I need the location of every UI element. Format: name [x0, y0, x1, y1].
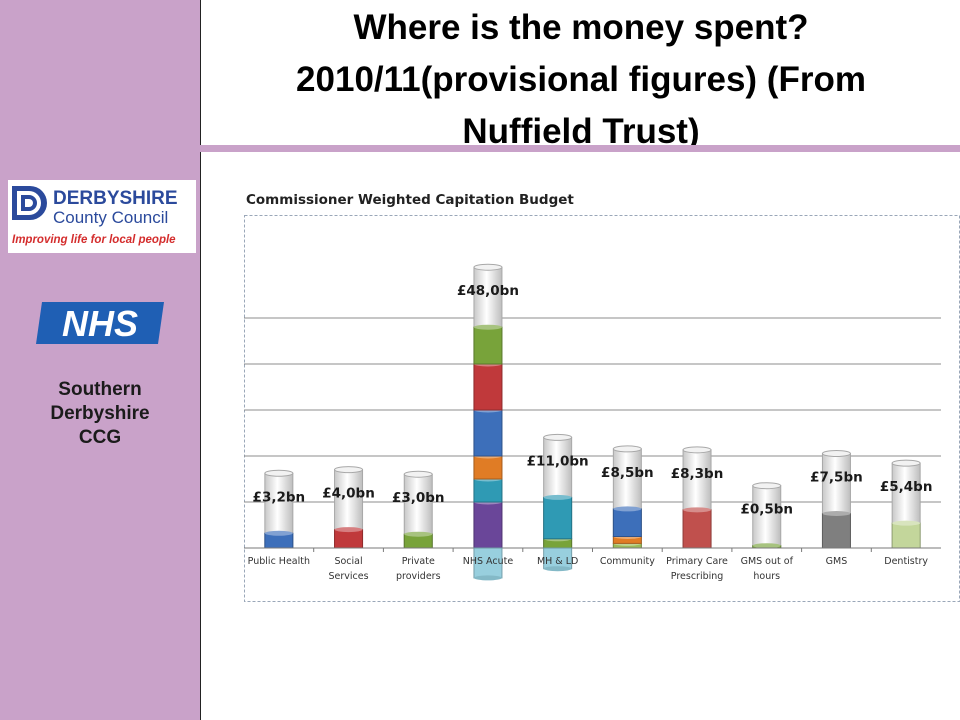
bar-segment-top	[683, 507, 712, 513]
bar-segment-top	[334, 527, 363, 533]
ccg-name-line: CCG	[78, 427, 122, 448]
x-tick-label: Prescribing	[671, 571, 724, 582]
bar-glass-top	[403, 470, 433, 478]
bar-segment-top	[404, 531, 433, 537]
x-tick-label: Services	[329, 571, 369, 582]
x-tick-label: Public Health	[248, 556, 310, 567]
slide-title-line: Where is the money spent?	[353, 8, 809, 47]
x-tick-label: NHS Acute	[463, 556, 514, 567]
x-tick-label: Community	[600, 556, 655, 567]
data-label: £8,5bn	[601, 465, 654, 481]
x-tick-label: providers	[396, 571, 441, 582]
bar-glass-cylinder	[752, 485, 782, 549]
bar-segment-top	[822, 511, 851, 516]
bar-segment	[473, 363, 503, 411]
bar-glass-top	[612, 445, 642, 453]
ccg-name-line: Derbyshire	[50, 403, 150, 424]
bar-glass-top	[682, 446, 712, 454]
nhs-logo-text: NHS	[62, 303, 138, 344]
chart-area: £3,2bn £4,0bn £3,0bn £48,0bn £11,0bn £8,5bn £8…	[244, 215, 960, 602]
bar-glass-top	[264, 469, 294, 477]
data-label: £11,0bn	[527, 453, 589, 469]
below-axis-bar-bottom	[473, 575, 502, 581]
derbyshire-county-council-logo: DERBYSHIRE County Council Improving life…	[8, 180, 196, 253]
x-tick-label: Dentistry	[884, 556, 928, 567]
bar-segment	[473, 501, 503, 549]
bar-segment-top	[613, 506, 642, 512]
bar-segment-top	[892, 520, 921, 526]
slide-title-line: 2010/11(provisional figures) (From	[296, 60, 866, 99]
chart-title: Commissioner Weighted Capitation Budget	[246, 192, 574, 208]
budget-chart: £3,2bn £4,0bn £3,0bn £48,0bn £11,0bn £8,5bn £8…	[244, 215, 960, 602]
below-axis-bar-bottom	[543, 566, 572, 572]
bar-segment	[473, 478, 503, 503]
bar-segment-top	[752, 543, 781, 549]
dcc-name-line2: County Council	[53, 208, 168, 227]
bar-segment	[334, 529, 364, 549]
title-divider	[200, 145, 960, 152]
data-label: £0,5bn	[740, 502, 793, 518]
bar-segment	[891, 522, 921, 549]
dcc-name-line1: DERBYSHIRE	[53, 188, 178, 209]
dcc-emblem-icon	[12, 186, 47, 220]
data-label: £3,0bn	[392, 490, 445, 506]
x-tick-label: Primary Care	[666, 556, 728, 567]
ccg-name: Southern Derbyshire CCG	[0, 378, 200, 450]
slide-title: Where is the money spent? 2010/11(provis…	[202, 2, 960, 158]
bar-segment	[473, 326, 503, 365]
dcc-tagline: Improving life for local people	[12, 234, 176, 246]
bar-segment	[612, 508, 642, 537]
x-tick-label: Social	[334, 556, 362, 567]
bar-segment	[682, 509, 712, 549]
bar-segment	[473, 455, 503, 480]
bar-glass-top	[473, 263, 503, 271]
below-axis-bar	[473, 547, 503, 579]
x-tick-label: GMS out of	[741, 556, 794, 567]
bar-segment	[543, 496, 573, 540]
bar-glass-top	[334, 466, 364, 474]
slide-title-line: Nuffield Trust)	[462, 112, 700, 151]
bar-glass-top	[752, 482, 782, 490]
data-label: £3,2bn	[253, 489, 306, 505]
bar-segment-top	[543, 494, 572, 500]
bar-glass-top	[543, 433, 573, 441]
x-tick-label: GMS	[826, 556, 848, 567]
nhs-logo: NHS	[36, 300, 164, 346]
bar-segment	[821, 513, 851, 549]
x-tick-label: Private	[402, 556, 435, 567]
data-label: £4,0bn	[322, 486, 375, 502]
ccg-name-line: Southern	[58, 379, 142, 400]
bar-segment-top	[264, 530, 293, 536]
data-label: £8,3bn	[671, 466, 724, 482]
data-label: £5,4bn	[880, 479, 933, 495]
x-tick-label: MH & LD	[537, 556, 578, 567]
sidebar: DERBYSHIRE County Council Improving life…	[0, 0, 201, 720]
bar-glass-top	[891, 459, 921, 467]
data-label: £48,0bn	[457, 283, 519, 299]
bar-segment	[473, 409, 503, 457]
x-tick-label: hours	[753, 571, 780, 582]
data-label: £7,5bn	[810, 470, 863, 486]
bar-segment-top	[473, 324, 502, 330]
bar-glass-top	[821, 450, 851, 457]
